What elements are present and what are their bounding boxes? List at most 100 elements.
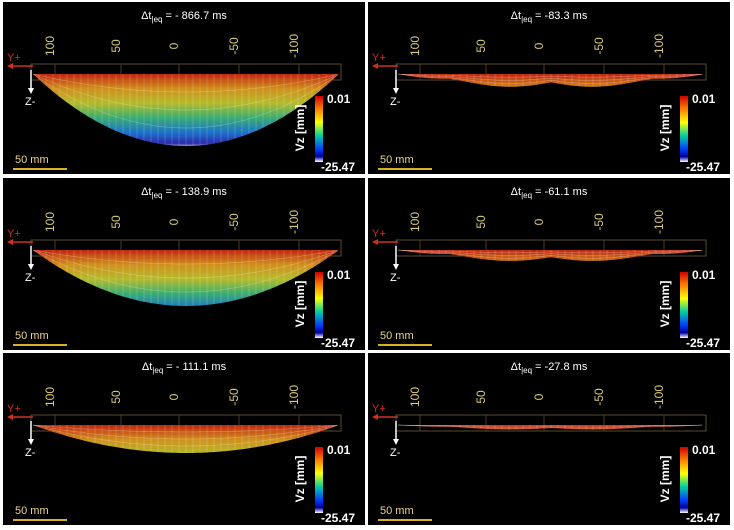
panel-background bbox=[368, 2, 730, 174]
axis-tick-label: -100 bbox=[652, 385, 666, 409]
colorbar-min: -25.47 bbox=[686, 336, 720, 350]
colorbar bbox=[680, 272, 688, 338]
mesh-contour bbox=[32, 73, 338, 129]
title-symbol: Δt bbox=[511, 186, 521, 198]
title-subscript: |eq bbox=[151, 191, 162, 200]
colorbar-label: Vz [mm] bbox=[658, 105, 672, 152]
mesh-contour bbox=[32, 73, 338, 93]
surface bbox=[398, 74, 704, 87]
title-value: = -27.8 ms bbox=[535, 361, 588, 373]
axis-tick-label: 100 bbox=[43, 387, 57, 407]
z-arrow-head bbox=[28, 88, 34, 94]
colorbar-min: -25.47 bbox=[321, 336, 355, 350]
title-value: = - 866.7 ms bbox=[165, 10, 227, 22]
surface bbox=[33, 74, 339, 146]
panel-title: Δt|eq = - 866.7 ms bbox=[141, 10, 227, 24]
y-arrow-head bbox=[7, 63, 13, 69]
axis-tick-label: 0 bbox=[532, 393, 546, 400]
panel-background bbox=[368, 178, 730, 350]
z-axis-label: Z- bbox=[390, 272, 401, 284]
mesh-contour bbox=[32, 424, 338, 440]
title-subscript: |eq bbox=[152, 366, 163, 375]
axis-tick-label: -50 bbox=[227, 37, 241, 55]
axis-tick-label: 50 bbox=[109, 39, 123, 53]
scale-bar-label: 50 mm bbox=[380, 505, 414, 517]
mesh-contour bbox=[397, 249, 703, 253]
colorbar-max: 0.01 bbox=[692, 443, 716, 457]
axis-tick-label: 0 bbox=[532, 218, 546, 225]
mesh-contour bbox=[397, 424, 703, 427]
colorbar-label: Vz [mm] bbox=[293, 456, 307, 503]
title-value: = -83.3 ms bbox=[535, 10, 588, 22]
y-axis-label: Y+ bbox=[7, 228, 21, 240]
colorbar-max: 0.01 bbox=[692, 92, 716, 106]
title-value: = - 138.9 ms bbox=[165, 186, 227, 198]
colorbar-max: 0.01 bbox=[327, 268, 351, 282]
mesh-contour bbox=[397, 249, 703, 259]
scale-bar-label: 50 mm bbox=[15, 330, 49, 342]
panel: Δt|eq = -83.3 ms 100 50 0 -50 -100 Y+ Z- Vz [mm] 0… bbox=[368, 2, 730, 174]
axis-tick-label: 50 bbox=[109, 215, 123, 229]
colorbar-label: Vz [mm] bbox=[293, 105, 307, 152]
surface bbox=[33, 425, 339, 453]
axis-tick-label: -50 bbox=[227, 388, 241, 406]
axis-tick-label: -100 bbox=[287, 210, 301, 234]
colorbar bbox=[315, 447, 323, 513]
z-arrow-head bbox=[393, 264, 399, 270]
axis-tick-label: -50 bbox=[592, 213, 606, 231]
y-arrow-head bbox=[372, 63, 378, 69]
mesh-contour bbox=[32, 249, 338, 265]
panel-title: Δt|eq = - 111.1 ms bbox=[142, 361, 227, 375]
scale-bar-label: 50 mm bbox=[15, 505, 49, 517]
z-arrow-head bbox=[28, 439, 34, 445]
z-axis-label: Z- bbox=[25, 272, 36, 284]
axis-tick-label: 0 bbox=[167, 393, 181, 400]
panel: Δt|eq = -61.1 ms 100 50 0 -50 -100 Y+ Z- Vz [mm] 0… bbox=[368, 178, 730, 350]
axis-tick-label: 100 bbox=[408, 36, 422, 56]
axis-tick-label: -50 bbox=[227, 213, 241, 231]
y-axis-label: Y+ bbox=[7, 403, 21, 415]
axis-tick-label: 100 bbox=[408, 212, 422, 232]
axis-tick-label: -100 bbox=[287, 385, 301, 409]
colorbar-min: -25.47 bbox=[321, 511, 355, 525]
colorbar-label: Vz [mm] bbox=[658, 456, 672, 503]
title-subscript: |eq bbox=[521, 191, 532, 200]
title-symbol: Δt bbox=[511, 361, 521, 373]
z-arrow-head bbox=[393, 439, 399, 445]
axis-tick-label: -50 bbox=[592, 388, 606, 406]
mesh-contour bbox=[397, 73, 703, 81]
title-subscript: |eq bbox=[521, 15, 532, 24]
axis-tick-label: -100 bbox=[652, 210, 666, 234]
colorbar-min: -25.47 bbox=[321, 160, 355, 174]
mesh-contour bbox=[32, 73, 338, 111]
y-axis-label: Y+ bbox=[372, 228, 386, 240]
axis-tick-label: 100 bbox=[408, 387, 422, 407]
panel-title: Δt|eq = -27.8 ms bbox=[511, 361, 588, 375]
axis-tick-label: 0 bbox=[532, 42, 546, 49]
y-axis-label: Y+ bbox=[7, 52, 21, 64]
axis-tick-label: -100 bbox=[287, 34, 301, 58]
mesh-contour bbox=[32, 424, 338, 447]
panel-title: Δt|eq = -61.1 ms bbox=[511, 186, 588, 200]
mesh-contour bbox=[397, 73, 703, 84]
mesh-contour bbox=[397, 424, 703, 428]
mesh-contour bbox=[397, 73, 703, 78]
panel-title: Δt|eq = -83.3 ms bbox=[511, 10, 588, 24]
panel-title: Δt|eq = - 138.9 ms bbox=[141, 186, 227, 200]
colorbar-max: 0.01 bbox=[327, 443, 351, 457]
colorbar bbox=[680, 447, 688, 513]
z-arrow-head bbox=[393, 88, 399, 94]
z-arrow-head bbox=[28, 264, 34, 270]
z-axis-label: Z- bbox=[25, 447, 36, 459]
colorbar bbox=[315, 272, 323, 338]
mesh-contour bbox=[397, 249, 703, 256]
z-axis-label: Z- bbox=[390, 96, 401, 108]
axis-tick-label: 0 bbox=[167, 218, 181, 225]
title-symbol: Δt bbox=[141, 186, 151, 198]
title-symbol: Δt bbox=[141, 10, 151, 22]
axis-tick-label: 50 bbox=[474, 215, 488, 229]
colorbar-min: -25.47 bbox=[686, 511, 720, 525]
z-axis-label: Z- bbox=[25, 96, 36, 108]
